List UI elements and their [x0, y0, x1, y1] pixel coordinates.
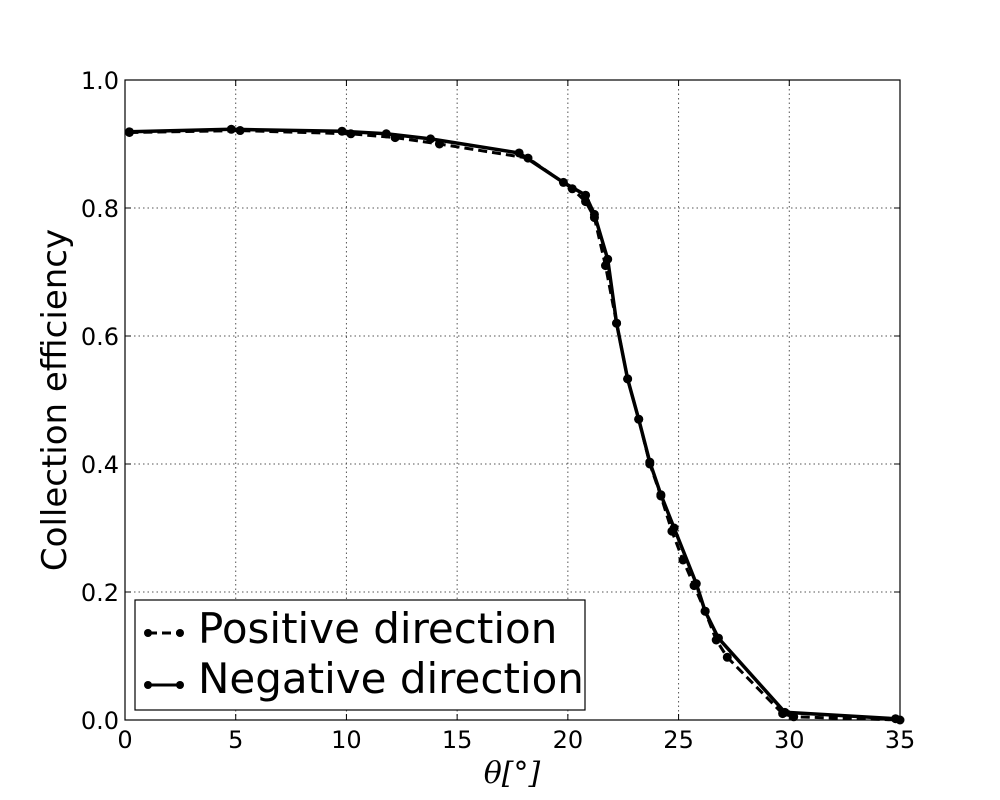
data-point-negative — [669, 523, 679, 533]
plot-frame — [124, 79, 901, 721]
data-point-negative — [623, 374, 633, 384]
data-point-negative — [612, 318, 622, 328]
x-tick-label: 20 — [553, 726, 584, 754]
legend-marker-negative-end — [176, 681, 184, 689]
x-tick-label: 35 — [885, 726, 916, 754]
data-point-negative — [891, 714, 901, 724]
x-tick-label: 0 — [117, 726, 132, 754]
x-tick-label: 10 — [331, 726, 362, 754]
legend-marker-negative-start — [144, 681, 152, 689]
data-point-positive — [722, 652, 732, 662]
data-point-negative — [581, 190, 591, 200]
data-point-negative — [645, 457, 655, 467]
data-point-negative — [700, 606, 710, 616]
data-point-negative — [713, 633, 723, 643]
data-point-negative — [124, 127, 134, 137]
data-point-negative — [691, 579, 701, 589]
data-point-negative — [426, 134, 436, 144]
legend-box — [134, 599, 586, 711]
data-point-negative — [381, 129, 391, 139]
data-point-negative — [634, 414, 644, 424]
x-tick-label: 30 — [774, 726, 805, 754]
y-tick-label: 0.0 — [81, 707, 119, 735]
data-point-negative — [226, 124, 236, 134]
data-point-negative — [558, 177, 568, 187]
legend-label-negative: Negative direction — [198, 654, 584, 703]
y-tick-label: 0.2 — [81, 579, 119, 607]
series-layer — [124, 124, 905, 725]
y-tick-label: 0.8 — [81, 195, 119, 223]
y-axis-label: Collection efficiency — [35, 229, 75, 571]
grid — [125, 80, 900, 720]
data-point-negative — [589, 209, 599, 219]
x-axis-label: θ[°] — [484, 756, 541, 791]
data-point-negative — [780, 707, 790, 717]
legend-marker-positive-start — [144, 629, 152, 637]
legend: Positive direction Negative direction — [134, 599, 586, 711]
y-tick-label: 0.4 — [81, 451, 119, 479]
ticks: 0 5 10 15 20 25 30 35 0.0 0.2 0.4 0.6 0.8 1.0 — [81, 67, 915, 754]
data-point-negative — [514, 148, 524, 158]
data-point-negative — [337, 126, 347, 136]
y-tick-label: 1.0 — [81, 67, 119, 95]
legend-label-positive: Positive direction — [198, 604, 557, 653]
legend-marker-positive-end — [176, 629, 184, 637]
x-tick-label: 5 — [228, 726, 243, 754]
x-tick-label: 25 — [663, 726, 694, 754]
data-point-negative — [603, 254, 613, 264]
y-tick-label: 0.6 — [81, 323, 119, 351]
x-tick-label: 15 — [442, 726, 473, 754]
data-point-negative — [656, 490, 666, 500]
